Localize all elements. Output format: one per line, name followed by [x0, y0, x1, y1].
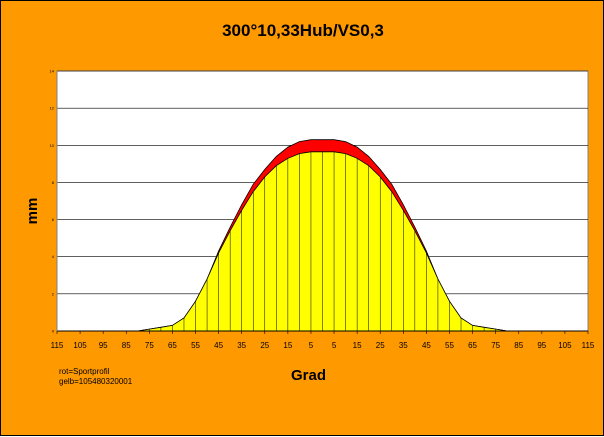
x-tick-label: 25	[260, 341, 269, 350]
x-tick-label: 45	[422, 341, 431, 350]
y-tick-label: 6	[52, 217, 55, 222]
chart-title: 300°10,33Hub/VS0,3	[222, 21, 384, 40]
x-tick-label: 85	[122, 341, 131, 350]
y-tick-label: 14	[50, 69, 55, 74]
x-tick-label: 55	[191, 341, 200, 350]
x-tick-label: 15	[283, 341, 292, 350]
x-tick-label: 5	[332, 341, 337, 350]
y-tick-label: 4	[52, 254, 55, 259]
x-tick-label: 45	[214, 341, 223, 350]
x-tick-label: 75	[145, 341, 154, 350]
series-note: rot=Sportprofil gelb=105480320001	[59, 367, 132, 387]
x-tick-label: 25	[376, 341, 385, 350]
y-tick-label: 12	[50, 106, 55, 111]
x-tick-label: 75	[491, 341, 500, 350]
y-axis-label: mm	[24, 197, 41, 225]
x-tick-label: 35	[399, 341, 408, 350]
y-tick-label: 2	[52, 291, 55, 296]
x-tick-label: 105	[73, 341, 87, 350]
y-tick-label: 0	[52, 329, 55, 334]
x-tick-label: 65	[168, 341, 177, 350]
x-tick-label: 115	[582, 341, 595, 350]
x-tick-label: 115	[51, 341, 64, 350]
x-tick-label: 85	[514, 341, 523, 350]
x-axis-label: Grad	[291, 367, 327, 384]
x-tick-label: 5	[309, 341, 314, 350]
y-tick-label: 8	[52, 180, 55, 185]
x-tick-label: 35	[237, 341, 246, 350]
series-note-line-2: gelb=105480320001	[59, 377, 133, 386]
x-tick-label: 55	[445, 341, 454, 350]
x-tick-label: 65	[468, 341, 477, 350]
x-tick-label: 95	[537, 341, 546, 350]
y-tick-label: 10	[50, 143, 55, 148]
x-tick-label: 15	[353, 341, 362, 350]
series-note-line-1: rot=Sportprofil	[59, 367, 110, 376]
x-tick-label: 95	[99, 341, 108, 350]
x-tick-label: 105	[558, 341, 572, 350]
